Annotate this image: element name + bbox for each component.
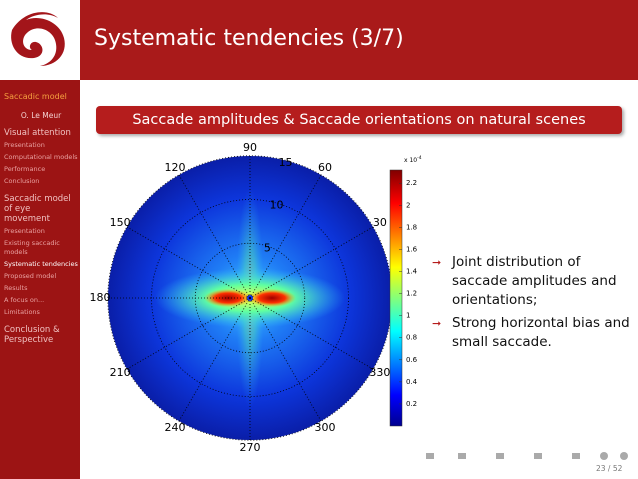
radius-circle [151, 199, 349, 397]
nav-icon [496, 453, 504, 459]
sidebar: Saccadic model O. Le Meur Visual attention… [0, 0, 80, 479]
colorbar-tick-label: 0.2 [406, 400, 417, 408]
angle-label: 60 [318, 161, 332, 174]
colorbar-tick-label: 1 [406, 312, 410, 320]
colorbar-tick-label: 0.4 [406, 378, 418, 386]
nav-icon [572, 453, 580, 459]
colorbar-tick-label: 1.4 [406, 268, 418, 276]
colorbar-tick-label: 1.2 [406, 290, 417, 298]
navigation: Saccadic model O. Le Meur Visual attention… [4, 92, 78, 345]
exponent: -4 [417, 155, 422, 161]
nav-icon [426, 453, 434, 459]
radius-label: 5 [264, 241, 271, 254]
nav-item: Systematic tendencies [4, 260, 78, 268]
header: Systematic tendencies (3/7) [80, 0, 638, 80]
colorbar-tick-label: 0.8 [406, 334, 417, 342]
colorbar-tick-label: 2.2 [406, 179, 417, 187]
nav-item: Proposed model [4, 272, 57, 280]
colorbar-tick-label: 0.6 [406, 356, 418, 364]
colorbar-tick-label: 2 [406, 201, 410, 209]
nav-item: Results [4, 284, 28, 292]
nav-icon [458, 453, 466, 459]
angle-label: 120 [165, 161, 186, 174]
angle-label: 180 [90, 291, 111, 304]
nav-item: Computational models [4, 153, 78, 161]
bullet-list: Joint distribution of saccade amplitudes… [432, 253, 632, 356]
radius-label: 15 [279, 156, 293, 169]
nav-item: Conclusion [4, 177, 40, 185]
nav-section: Visual attention [4, 128, 71, 138]
radius-circle [194, 242, 306, 354]
colorbar [389, 169, 403, 427]
nav-item: Limitations [4, 308, 40, 316]
colorbar-multiplier: x 10-4 [404, 155, 422, 164]
logo [0, 0, 80, 80]
bullet: Strong horizontal bias and small saccade… [432, 314, 632, 352]
angle-label: 270 [240, 441, 261, 454]
nav-section: Saccadic model of eye movement [4, 194, 71, 224]
nav-item: Existing saccadic models [4, 239, 60, 256]
angle-label: 330 [369, 366, 390, 379]
nav-author: O. Le Meur [20, 111, 62, 120]
bullet: Joint distribution of saccade amplitudes… [432, 253, 632, 310]
nav-item: Performance [4, 165, 46, 173]
angle-label: 30 [373, 216, 387, 229]
radius-label: 10 [269, 199, 283, 212]
nav-heading: Saccadic model [4, 92, 67, 101]
nav-item: Presentation [4, 141, 45, 149]
nav-icon [534, 453, 542, 459]
angle-label: 240 [165, 421, 186, 434]
angle-label: 90 [243, 141, 257, 154]
heatmap-hot [248, 289, 296, 307]
logo-graphic [11, 12, 65, 66]
nav-icon [620, 452, 628, 460]
angle-label: 210 [110, 366, 131, 379]
logo-shape [11, 12, 65, 66]
slide-title: Systematic tendencies (3/7) [94, 26, 404, 51]
nav-item: A focus on... [4, 296, 45, 304]
colorbar-tick-label: 1.8 [406, 223, 417, 231]
page-number: 23 / 52 [596, 464, 623, 473]
angle-label: 150 [110, 216, 131, 229]
colorbar-tick-label: 1.6 [406, 245, 418, 253]
multiplier: x 10 [404, 157, 417, 164]
nav-symbols [426, 452, 628, 460]
angle-label: 300 [315, 421, 336, 434]
nav-item: Presentation [4, 227, 45, 235]
nav-section: Conclusion & Perspective [4, 325, 60, 345]
block-title: Saccade amplitudes & Saccade orientation… [96, 106, 622, 134]
nav-icon [600, 452, 608, 460]
